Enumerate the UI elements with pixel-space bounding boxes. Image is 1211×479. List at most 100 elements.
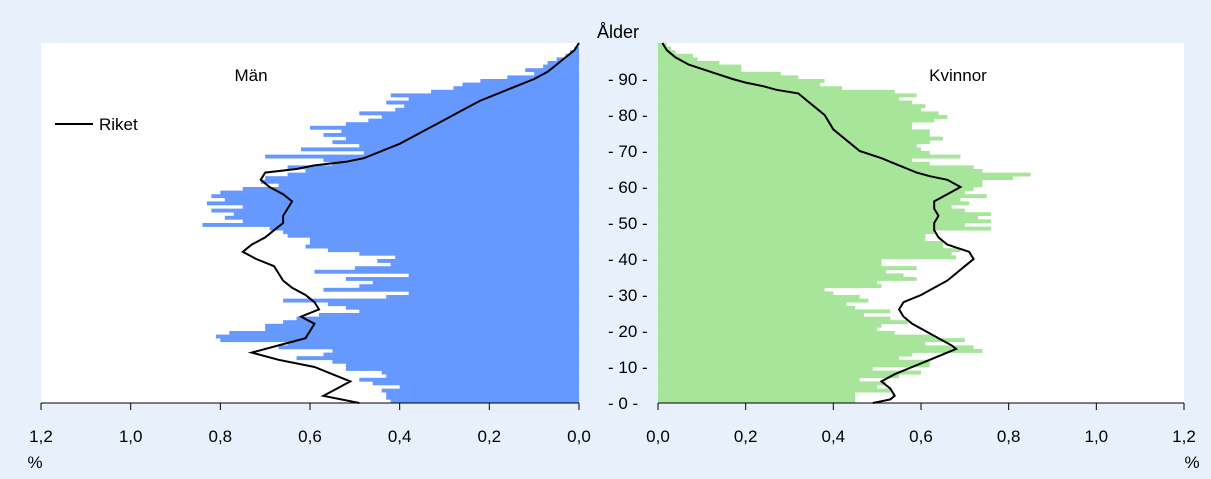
- women-bar-age-67: [658, 158, 913, 163]
- women-bar-age-59: [658, 187, 974, 191]
- men-bar-age-62: [265, 176, 579, 181]
- men-bar-age-63: [287, 172, 579, 177]
- men-bar-age-10: [345, 363, 579, 368]
- women-bar-age-87: [658, 86, 843, 91]
- men-unit-label: %: [27, 453, 42, 472]
- women-bar-age-63: [658, 172, 1031, 177]
- men-bar-age-52: [233, 212, 579, 217]
- men-bar-age-15: [278, 345, 579, 350]
- men-bar-age-12: [296, 356, 579, 361]
- women-bar-age-72: [658, 140, 930, 145]
- men-x-tick-label: 0,8: [209, 427, 233, 446]
- women-bar-age-60: [658, 183, 983, 188]
- women-bar-age-30: [658, 291, 834, 296]
- women-bar-age-50: [658, 219, 992, 224]
- men-bar-age-14: [332, 349, 579, 353]
- women-bar-age-93: [658, 64, 742, 69]
- women-riket-line: [661, 42, 975, 404]
- men-bar-age-45: [310, 237, 579, 242]
- men-bar-age-46: [287, 233, 579, 238]
- women-bar-age-21: [658, 323, 882, 328]
- men-bar-age-94: [547, 61, 579, 65]
- men-bar-age-82: [404, 104, 579, 109]
- women-bar-age-26: [658, 305, 856, 310]
- men-bar-age-9: [345, 367, 579, 371]
- riket-lines-group: [241, 42, 975, 404]
- men-bar-age-76: [310, 125, 579, 130]
- men-bar-age-58: [220, 190, 579, 195]
- women-bar-age-37: [658, 266, 917, 271]
- women-bar-age-3: [658, 388, 891, 393]
- men-bar-age-65: [287, 165, 579, 170]
- women-x-tick-label: 1,0: [1085, 427, 1109, 446]
- women-bar-age-24: [658, 313, 865, 317]
- men-bar-age-44: [310, 241, 579, 245]
- men-riket-line: [241, 42, 580, 404]
- men-bar-age-28: [283, 298, 579, 303]
- center-axis-label: Ålder: [597, 22, 639, 42]
- women-bar-age-20: [658, 327, 878, 332]
- women-bar-age-64: [658, 169, 983, 173]
- women-bar-age-80: [658, 111, 939, 116]
- men-bar-age-4: [399, 385, 579, 389]
- men-bar-age-67: [323, 158, 579, 163]
- men-x-tick-label: 1,0: [119, 427, 143, 446]
- women-bar-age-69: [658, 151, 930, 155]
- women-bar-age-14: [658, 349, 983, 353]
- women-bar-age-23: [658, 316, 891, 321]
- women-bar-age-47: [658, 230, 935, 235]
- women-bar-age-2: [658, 392, 856, 397]
- women-bar-age-22: [658, 320, 908, 325]
- age-tick-label: - 90 -: [608, 70, 648, 89]
- men-bar-age-87: [453, 86, 579, 91]
- men-bar-age-47: [283, 230, 579, 235]
- men-bar-age-26: [345, 305, 579, 310]
- men-bar-age-40: [395, 255, 579, 260]
- women-x-tick-label: 0,0: [646, 427, 670, 446]
- men-bar-age-68: [265, 154, 579, 159]
- women-bar-age-33: [658, 280, 878, 285]
- women-x-tick-label: 0,4: [822, 427, 846, 446]
- men-bar-age-24: [318, 313, 579, 317]
- men-bar-age-6: [359, 377, 579, 382]
- women-bar-age-0: [658, 399, 856, 404]
- women-bar-age-57: [658, 194, 987, 199]
- men-bar-age-78: [368, 118, 579, 123]
- men-bar-age-81: [395, 107, 579, 112]
- women-bars-group: [658, 43, 1031, 404]
- men-bar-age-25: [359, 309, 579, 314]
- women-bar-age-28: [658, 298, 869, 303]
- men-bar-age-96: [565, 53, 579, 58]
- men-bar-age-69: [363, 151, 579, 155]
- women-x-tick-label: 0,6: [909, 427, 933, 446]
- women-x-tick-label: 1,2: [1172, 427, 1196, 446]
- men-bar-age-3: [381, 388, 579, 393]
- men-bar-age-97: [570, 50, 579, 55]
- men-bar-age-22: [283, 320, 579, 325]
- women-bar-age-96: [658, 53, 694, 58]
- women-bar-age-38: [658, 262, 882, 267]
- age-tick-label: - 20 -: [608, 322, 648, 341]
- women-bar-age-25: [658, 309, 891, 314]
- women-bar-age-99: [658, 43, 667, 47]
- women-bar-age-76: [658, 125, 913, 130]
- men-bar-age-91: [534, 71, 579, 76]
- women-bar-age-56: [658, 197, 961, 202]
- men-bar-age-60: [278, 183, 579, 188]
- men-panel-label: Män: [234, 66, 267, 85]
- men-bar-age-77: [345, 122, 579, 127]
- men-x-tick-label: 0,6: [298, 427, 322, 446]
- men-bar-age-2: [386, 392, 579, 397]
- age-tick-label: - 80 -: [608, 106, 648, 125]
- women-bar-age-18: [658, 334, 935, 339]
- legend-line-label: Riket: [99, 115, 138, 134]
- men-bar-age-11: [332, 359, 579, 364]
- women-bar-age-54: [658, 205, 952, 209]
- men-x-tick-label: 1,2: [29, 427, 53, 446]
- women-bar-age-86: [658, 89, 895, 94]
- men-bar-age-51: [224, 215, 579, 220]
- men-bar-age-90: [507, 75, 579, 80]
- men-bar-age-33: [372, 280, 579, 285]
- men-bar-age-80: [359, 111, 579, 116]
